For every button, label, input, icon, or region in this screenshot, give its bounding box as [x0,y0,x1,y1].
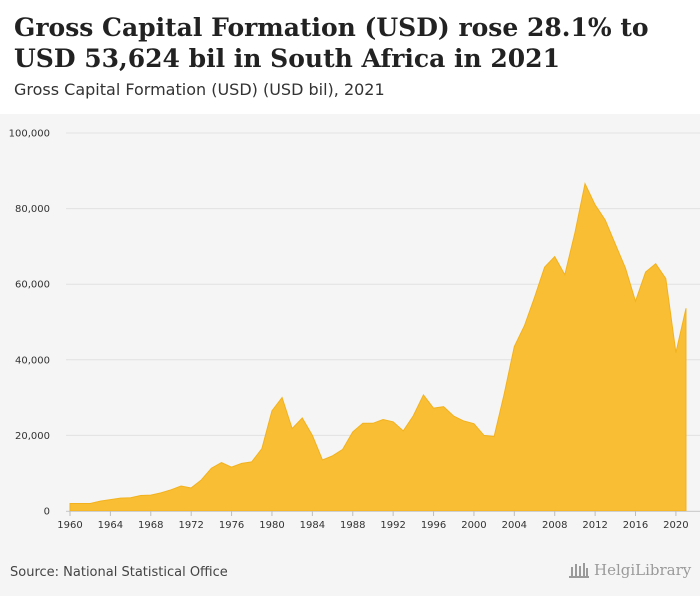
x-tick-label: 1992 [380,520,405,531]
y-tick-label: 80,000 [15,204,50,215]
header: Gross Capital Formation (USD) rose 28.1%… [0,0,700,114]
y-tick-label: 60,000 [15,280,50,291]
area-series [69,182,687,512]
x-tick-label: 1980 [259,520,284,531]
chart-subtitle: Gross Capital Formation (USD) (USD bil),… [14,80,385,99]
x-tick-label: 1984 [300,520,325,531]
y-tick-label: 0 [44,507,50,518]
x-tick-label: 2012 [582,520,607,531]
y-tick-label: 40,000 [15,355,50,366]
x-tick-label: 1968 [138,520,163,531]
library-building-icon [569,563,589,578]
x-tick-label: 2020 [663,520,688,531]
x-tick-label: 2008 [542,520,567,531]
x-tick-label: 2016 [623,520,648,531]
x-tick-label: 2004 [502,520,527,531]
helgilibrary-logo[interactable]: HelgiLibrary [568,561,691,579]
x-tick-label: 1976 [219,520,244,531]
x-tick-label: 1996 [421,520,446,531]
source-note: Source: National Statistical Office [10,565,228,580]
x-tick-label: 1972 [178,520,203,531]
x-tick-label: 1988 [340,520,365,531]
x-tick-label: 1964 [98,520,123,531]
plot-area: 0 20,000 40,000 60,000 80,000 100,000 1960 1964… [0,114,700,596]
y-tick-label: 100,000 [9,129,50,140]
y-tick-label: 20,000 [15,431,50,442]
area-chart: 0 20,000 40,000 60,000 80,000 100,000 1960 1964… [9,129,700,531]
logo-text: HelgiLibrary [594,561,692,579]
chart-title: Gross Capital Formation (USD) rose 28.1%… [14,13,649,73]
x-tick-label: 2000 [461,520,486,531]
x-tick-label: 1960 [57,520,82,531]
